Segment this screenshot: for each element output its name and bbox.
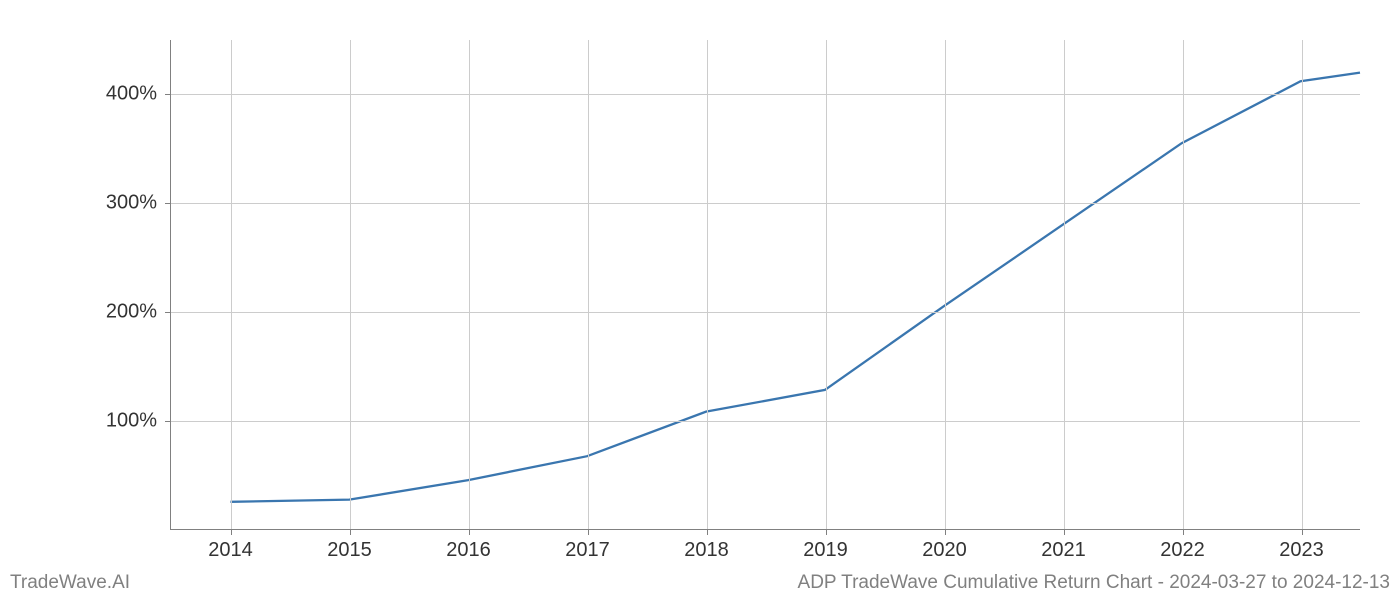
grid-line-vertical (350, 40, 351, 529)
x-tick-mark (588, 529, 589, 535)
x-tick-mark (1302, 529, 1303, 535)
grid-line-vertical (945, 40, 946, 529)
x-tick-label: 2015 (327, 539, 372, 562)
x-tick-mark (1064, 529, 1065, 535)
grid-line-horizontal (171, 94, 1360, 95)
grid-line-horizontal (171, 421, 1360, 422)
plot-area: 2014201520162017201820192020202120222023… (170, 40, 1360, 530)
x-tick-mark (826, 529, 827, 535)
grid-line-vertical (1183, 40, 1184, 529)
y-tick-mark (165, 312, 171, 313)
x-tick-label: 2018 (684, 539, 729, 562)
y-tick-mark (165, 421, 171, 422)
grid-line-vertical (826, 40, 827, 529)
y-tick-mark (165, 203, 171, 204)
x-tick-label: 2016 (446, 539, 491, 562)
grid-line-vertical (588, 40, 589, 529)
x-tick-label: 2022 (1160, 539, 1205, 562)
grid-line-vertical (707, 40, 708, 529)
footer-caption: ADP TradeWave Cumulative Return Chart - … (798, 572, 1390, 594)
x-tick-mark (469, 529, 470, 535)
return-line (230, 73, 1360, 502)
x-tick-label: 2021 (1041, 539, 1086, 562)
y-tick-label: 400% (106, 83, 157, 106)
x-tick-label: 2019 (803, 539, 848, 562)
x-tick-mark (945, 529, 946, 535)
y-tick-label: 100% (106, 410, 157, 433)
y-tick-label: 200% (106, 301, 157, 324)
x-tick-label: 2020 (922, 539, 967, 562)
x-tick-label: 2017 (565, 539, 610, 562)
x-tick-label: 2014 (208, 539, 253, 562)
y-tick-mark (165, 94, 171, 95)
y-tick-label: 300% (106, 192, 157, 215)
x-tick-mark (350, 529, 351, 535)
chart-container: 2014201520162017201820192020202120222023… (170, 40, 1360, 530)
grid-line-horizontal (171, 203, 1360, 204)
grid-line-horizontal (171, 312, 1360, 313)
grid-line-vertical (469, 40, 470, 529)
x-tick-label: 2023 (1279, 539, 1324, 562)
footer-brand: TradeWave.AI (10, 572, 130, 594)
x-tick-mark (231, 529, 232, 535)
x-tick-mark (707, 529, 708, 535)
grid-line-vertical (1302, 40, 1303, 529)
grid-line-vertical (231, 40, 232, 529)
grid-line-vertical (1064, 40, 1065, 529)
x-tick-mark (1183, 529, 1184, 535)
